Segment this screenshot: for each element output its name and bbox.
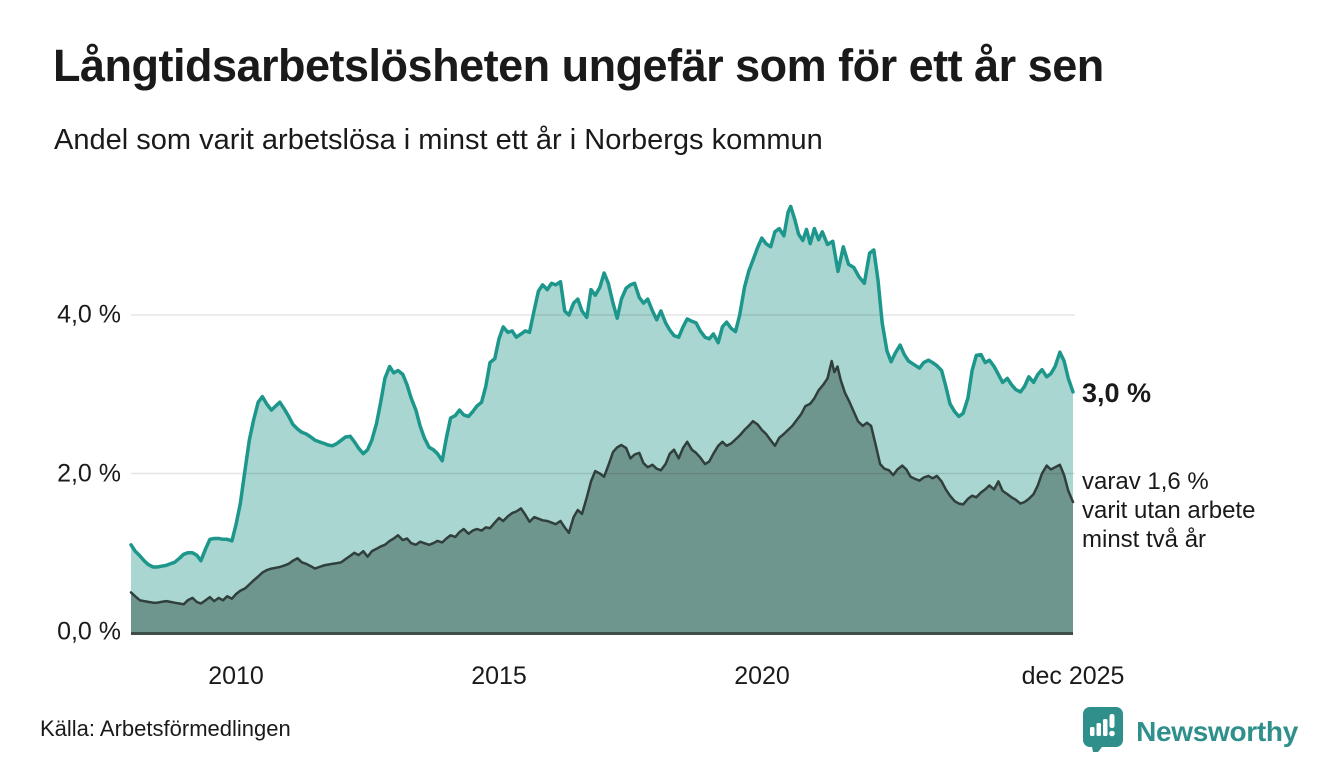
y-tick-label: 0,0 % — [57, 617, 121, 646]
x-tick-label: dec 2025 — [1021, 662, 1125, 690]
latest-subvalue-line: minst två år — [1082, 526, 1207, 553]
y-tick-label: 4,0 % — [57, 300, 121, 329]
source-note: Källa: Arbetsförmedlingen — [40, 716, 291, 741]
latest-subvalue-line: varit utan arbete — [1082, 497, 1256, 524]
x-tick-label: 2015 — [471, 662, 527, 690]
page-title: Långtidsarbetslösheten ungefär som för e… — [53, 40, 1104, 91]
series-two-years-area — [131, 361, 1073, 634]
series-total-line — [129, 204, 1075, 569]
series-two-years-line — [129, 359, 1075, 606]
page-subtitle: Andel som varit arbetslösa i minst ett å… — [54, 124, 823, 156]
latest-subvalue-label: varav 1,6 % varit utan arbete minst två år — [1082, 467, 1255, 554]
y-tick-label: 2,0 % — [57, 459, 121, 488]
x-tick-label: 2020 — [734, 662, 790, 690]
brand-lockup: Newsworthy — [1082, 706, 1298, 757]
series-lines — [129, 204, 1075, 606]
latest-value-label: 3,0 % — [1082, 378, 1152, 408]
newsworthy-logo-icon — [1082, 706, 1124, 757]
gridlines — [131, 314, 1075, 475]
latest-subvalue-line: varav 1,6 % — [1082, 468, 1209, 495]
series-areas — [131, 206, 1073, 634]
brand-name: Newsworthy — [1136, 715, 1298, 747]
x-tick-label: 2010 — [208, 662, 264, 690]
